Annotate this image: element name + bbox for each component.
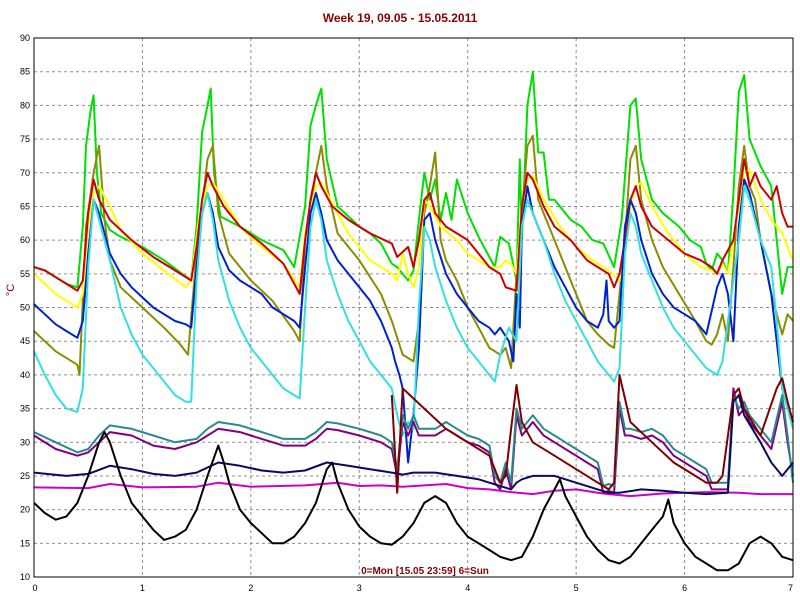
- y-tick-label: 70: [20, 168, 30, 178]
- series-line-10: [390, 373, 794, 494]
- x-tick-label: 5: [574, 583, 579, 593]
- y-axis-label: °C: [5, 284, 17, 296]
- y-tick-label: 50: [20, 303, 30, 313]
- y-tick-label: 30: [20, 437, 30, 447]
- y-tick-label: 80: [20, 100, 30, 110]
- x-tick-label: 7: [788, 583, 793, 593]
- y-tick-label: 20: [20, 505, 30, 515]
- series-layer: [33, 70, 794, 572]
- y-tick-label: 40: [20, 370, 30, 380]
- y-tick-label: 25: [20, 471, 30, 481]
- y-tick-label: 15: [20, 538, 30, 548]
- series-line-4: [33, 158, 793, 295]
- y-tick-label: 55: [20, 269, 30, 279]
- y-tick-label: 85: [20, 67, 30, 77]
- series-line-6: [33, 185, 794, 437]
- grid-layer: [34, 38, 793, 577]
- x-tick-label: 6: [682, 583, 687, 593]
- series-line-7: [33, 481, 793, 498]
- x-tick-label: 3: [357, 583, 362, 593]
- y-tick-label: 90: [20, 33, 30, 43]
- y-tick-label: 35: [20, 404, 30, 414]
- y-tick-label: 10: [20, 572, 30, 582]
- y-tick-label: 45: [20, 336, 30, 346]
- series-line-5: [33, 178, 794, 464]
- series-line-12: [33, 431, 794, 572]
- y-tick-label: 60: [20, 235, 30, 245]
- x-tick-label: 4: [465, 583, 470, 593]
- y-tick-label: 75: [20, 134, 30, 144]
- x-axis-label: 0=Mon [15.05 23:59] 6=Sun: [361, 566, 489, 577]
- plot-frame: [33, 37, 794, 578]
- x-tick-label: 0: [32, 583, 37, 593]
- chart-title: Week 19, 09.05 - 15.05.2011: [323, 11, 478, 25]
- x-tick-label: 2: [248, 583, 253, 593]
- x-tick-label: 1: [140, 583, 145, 593]
- series-line-11: [33, 394, 794, 496]
- y-tick-label: 65: [20, 201, 30, 211]
